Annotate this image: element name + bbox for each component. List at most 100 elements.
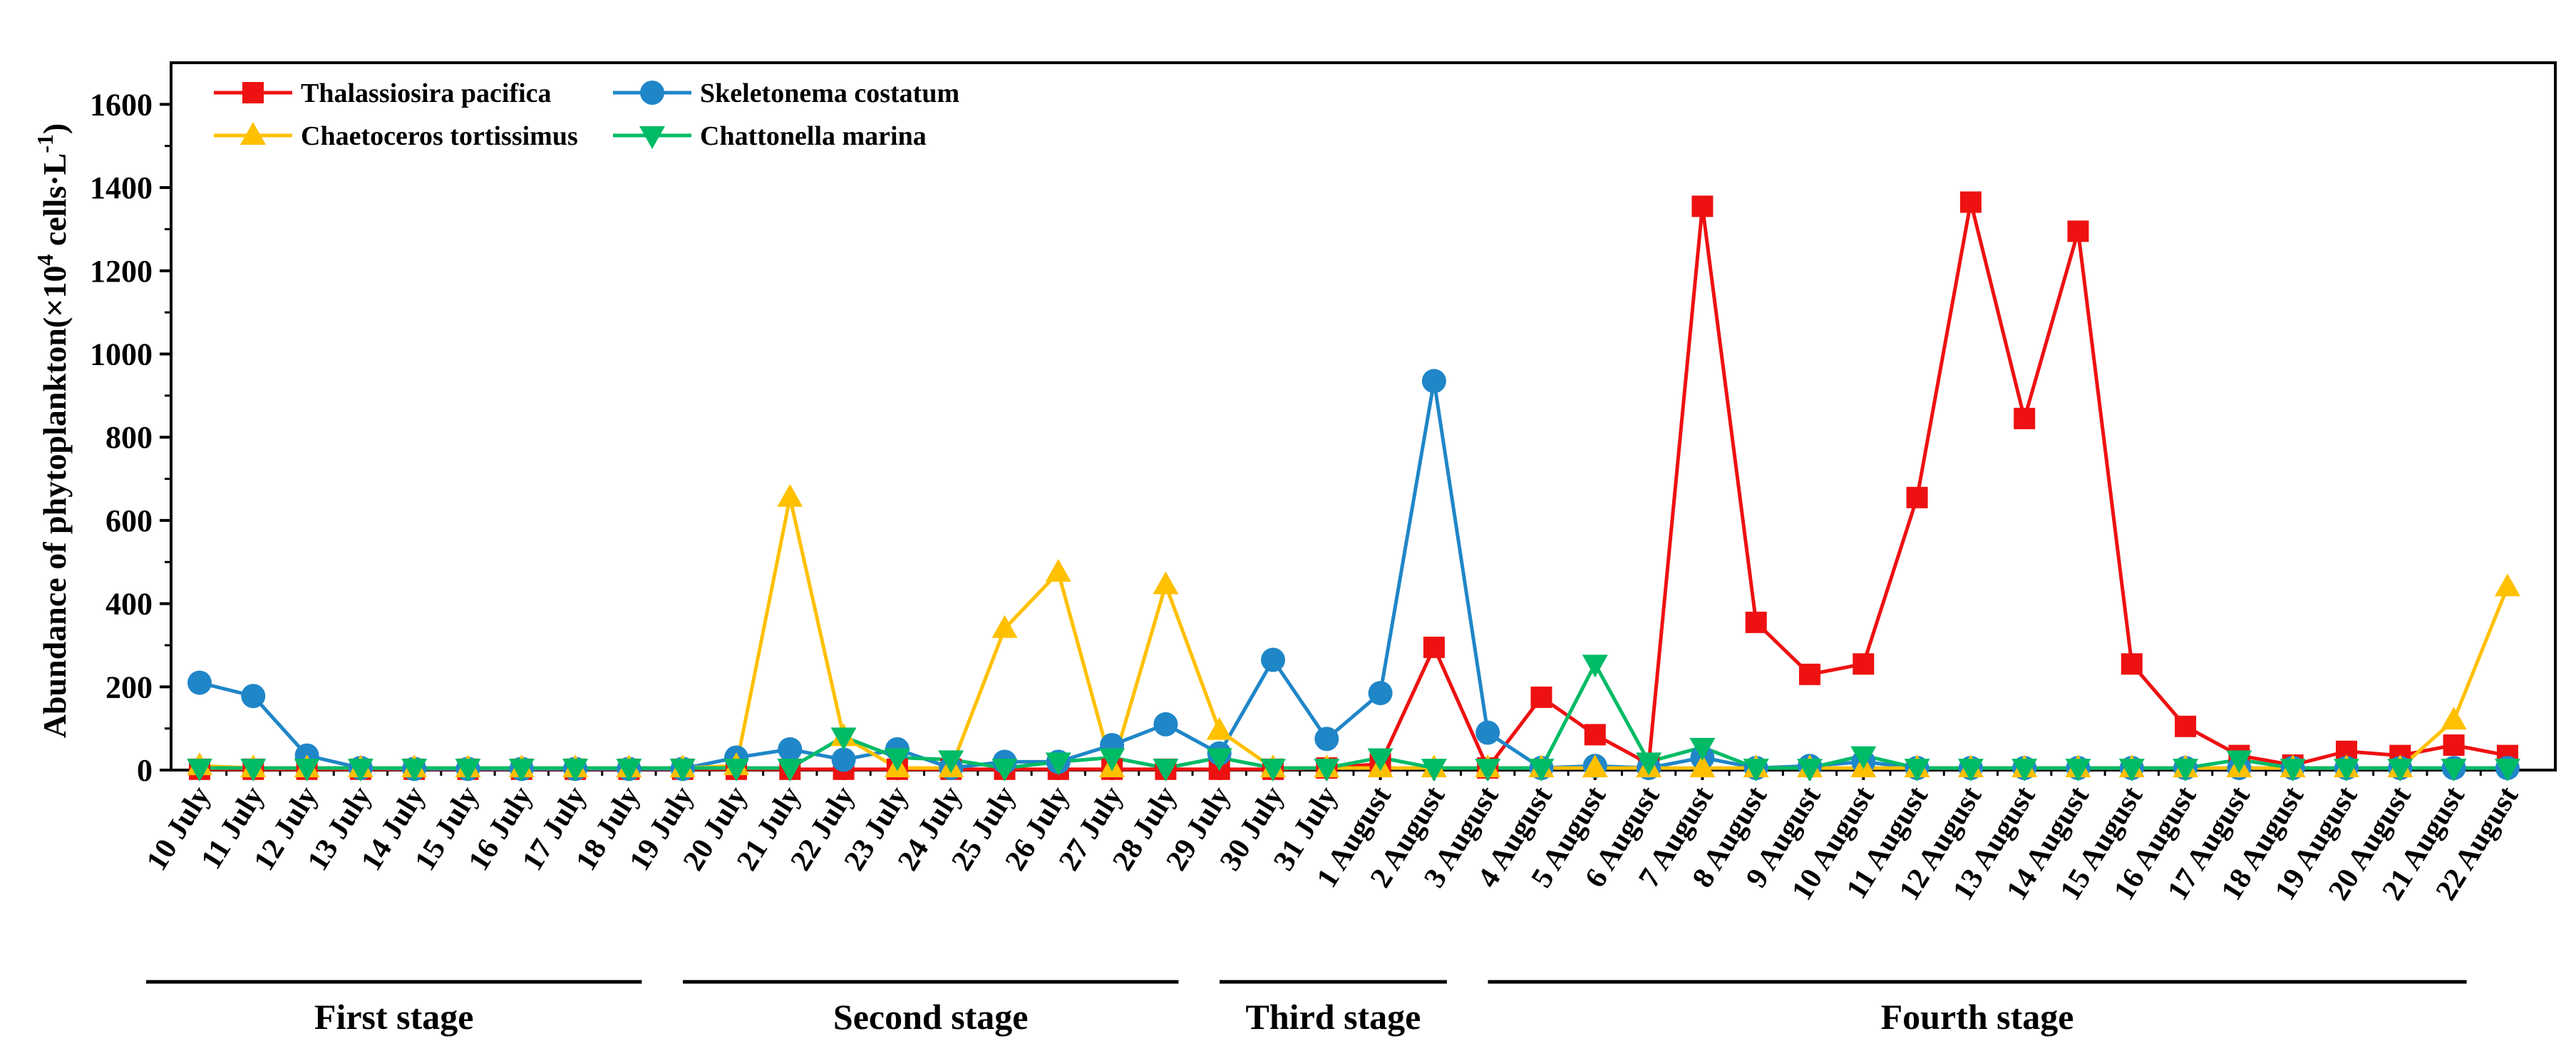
data-point-chattonella-marina [401, 759, 428, 782]
legend-item-chattonella-marina: Chattonella marina [613, 121, 927, 151]
data-point-skeletonema-costatum [1421, 369, 1446, 394]
data-point-thalassiosira-pacifica [2443, 734, 2465, 756]
data-point-thalassiosira-pacifica [1691, 195, 1714, 217]
data-point-chattonella-marina [2065, 759, 2091, 782]
data-point-chattonella-marina [1636, 752, 1662, 776]
data-point-chattonella-marina [2011, 759, 2038, 782]
data-point-chattonella-marina [455, 759, 481, 782]
y-tick-label: 600 [105, 503, 153, 538]
legend-label: Chaetoceros tortissimus [301, 121, 578, 151]
y-tick-label: 1000 [90, 337, 153, 371]
data-point-chaetoceros-tortissimus [1689, 754, 1716, 778]
data-point-thalassiosira-pacifica [1584, 724, 1606, 746]
data-point-chattonella-marina [2226, 750, 2252, 774]
data-point-chattonella-marina [240, 759, 267, 782]
data-point-chattonella-marina [2441, 759, 2467, 782]
data-point-chattonella-marina [1314, 759, 1340, 782]
data-point-thalassiosira-pacifica [1799, 663, 1820, 685]
y-tick-label: 200 [105, 670, 153, 704]
series-line-chaetoceros-tortissimus [199, 496, 2510, 770]
y-axis-title: Abundance of phytoplankton(×104 cells·L-… [32, 123, 73, 739]
data-point-thalassiosira-pacifica [2014, 407, 2036, 429]
data-point-chattonella-marina [1528, 759, 1555, 782]
y-tick-label: 400 [105, 587, 153, 622]
data-point-chattonella-marina [723, 759, 749, 782]
data-point-chattonella-marina [1797, 759, 1823, 782]
data-point-skeletonema-costatum [1153, 712, 1178, 737]
data-point-chattonella-marina [938, 750, 964, 774]
y-axis-title-part: -1 [32, 134, 58, 153]
data-point-thalassiosira-pacifica [2067, 220, 2089, 242]
data-point-chattonella-marina [1850, 746, 1877, 769]
data-point-skeletonema-costatum [778, 737, 803, 762]
data-point-chattonella-marina [884, 748, 910, 772]
y-tick-label: 1600 [90, 87, 153, 122]
legend-item-skeletonema-costatum: Skeletonema costatum [613, 78, 959, 108]
legend-swatch-marker [242, 82, 264, 103]
data-point-chattonella-marina [508, 759, 535, 782]
data-point-thalassiosira-pacifica [1530, 686, 1552, 708]
data-point-thalassiosira-pacifica [1745, 611, 1767, 633]
y-axis-title-part: Abundance of phytoplankton(×10 [36, 266, 73, 739]
data-point-chattonella-marina [1743, 759, 1769, 782]
data-point-chattonella-marina [2494, 759, 2520, 782]
series-line-skeletonema-costatum [199, 379, 2508, 771]
data-point-chattonella-marina [294, 759, 320, 782]
y-axis-title-part: 4 [32, 255, 58, 266]
legend-swatch-marker [240, 122, 266, 145]
data-point-chaetoceros-tortissimus [2441, 706, 2467, 729]
data-point-chaetoceros-tortissimus [1206, 717, 1232, 740]
data-point-chaetoceros-tortissimus [2494, 573, 2520, 597]
stage-annotations: First stage Second stage Third stage Fourth… [146, 980, 2467, 1037]
data-point-chattonella-marina [2387, 759, 2413, 782]
legend-label: Chattonella marina [700, 121, 927, 151]
data-point-thalassiosira-pacifica [1423, 636, 1445, 658]
data-point-skeletonema-costatum [1261, 647, 1285, 672]
legend-swatch-marker [640, 81, 664, 105]
data-point-chattonella-marina [1099, 748, 1125, 772]
data-point-chattonella-marina [830, 727, 857, 751]
data-point-thalassiosira-pacifica [1906, 486, 1928, 508]
data-point-chattonella-marina [2118, 759, 2145, 782]
legend-label: Skeletonema costatum [700, 78, 959, 108]
data-point-skeletonema-costatum [1314, 727, 1339, 752]
plot-frame [170, 61, 2557, 772]
data-point-skeletonema-costatum [831, 747, 856, 772]
data-point-skeletonema-costatum [241, 684, 266, 709]
data-point-chattonella-marina [1260, 759, 1286, 782]
y-tick-label: 0 [137, 753, 153, 788]
data-point-chaetoceros-tortissimus [777, 483, 803, 507]
stage-label-third-stage: Third stage [1246, 997, 1421, 1037]
data-point-chattonella-marina [2279, 759, 2306, 782]
legend-label: Thalassiosira pacifica [301, 78, 552, 108]
data-point-chattonella-marina [1421, 759, 1447, 782]
series-line-thalassiosira-pacifica [200, 200, 2508, 772]
stage-label-second-stage: Second stage [833, 997, 1029, 1037]
y-axis-title-part: cells·L [36, 153, 73, 255]
data-point-chattonella-marina [187, 759, 212, 782]
data-point-skeletonema-costatum [1475, 720, 1500, 745]
data-point-thalassiosira-pacifica [1853, 653, 1875, 675]
y-tick-label: 800 [105, 420, 153, 455]
data-point-chattonella-marina [2173, 759, 2199, 782]
data-point-chaetoceros-tortissimus [991, 615, 1018, 638]
legend-swatch-marker [639, 126, 665, 149]
data-point-chattonella-marina [1689, 737, 1716, 761]
data-point-chattonella-marina [1367, 748, 1393, 772]
legend: Thalassiosira pacifica Skeletonema costat… [214, 78, 959, 151]
data-point-chaetoceros-tortissimus [1045, 558, 1071, 582]
stage-label-fourth-stage: Fourth stage [1881, 997, 2074, 1037]
marker-layer [187, 191, 2520, 782]
axes-layer [160, 61, 2557, 780]
data-point-chattonella-marina [1957, 759, 1984, 782]
data-point-chattonella-marina [2334, 759, 2359, 782]
data-point-thalassiosira-pacifica [1959, 191, 1982, 213]
series-layer [199, 200, 2510, 772]
data-point-chattonella-marina [1475, 759, 1501, 782]
data-point-chattonella-marina [777, 759, 803, 782]
data-point-chattonella-marina [669, 759, 696, 782]
y-tick-label: 1200 [90, 254, 153, 289]
data-point-thalassiosira-pacifica [2175, 715, 2197, 737]
